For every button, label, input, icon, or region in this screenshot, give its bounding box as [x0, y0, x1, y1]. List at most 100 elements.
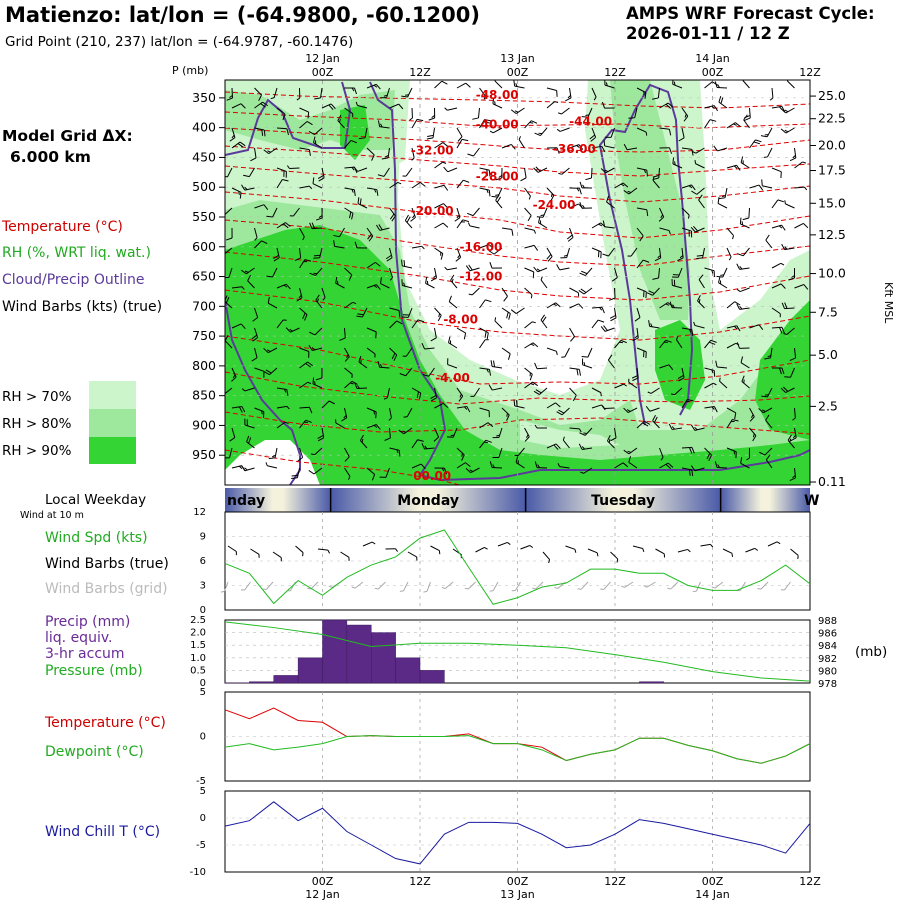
wind-barb — [317, 427, 325, 442]
barb-flag — [221, 214, 225, 215]
temperature-label: -32.00 — [411, 143, 454, 157]
barb-flag — [557, 112, 562, 115]
wind-speed-line — [224, 529, 811, 605]
wind-barb-grid — [643, 581, 656, 588]
barb-flag — [384, 437, 391, 441]
barb-flag — [465, 468, 472, 474]
barb-staff — [636, 127, 647, 133]
barb-flag — [711, 586, 716, 589]
barb-staff — [559, 267, 570, 271]
wind-barb — [614, 383, 628, 389]
wind-barb — [569, 387, 577, 402]
wind-barb — [492, 447, 503, 458]
wind-barb — [231, 286, 245, 290]
barb-staff — [366, 261, 376, 269]
cross-section-border — [224, 79, 811, 486]
barb-flag — [583, 361, 586, 366]
bottom-tick-time: 00Z — [312, 875, 334, 888]
wind-barb — [524, 227, 537, 234]
barb-staff — [267, 347, 278, 354]
wind-barb — [562, 436, 570, 449]
barb-flag — [648, 290, 655, 294]
rh90-area — [225, 225, 810, 485]
barb-staff — [632, 545, 643, 549]
wind-barb — [252, 307, 259, 322]
wind-barb — [366, 227, 374, 242]
barb-staff — [784, 247, 795, 251]
barb-staff — [254, 240, 262, 249]
barb-staff — [434, 247, 444, 254]
barb-staff — [498, 427, 503, 438]
barb-flag — [506, 414, 510, 421]
tick-label: 3 — [200, 581, 206, 592]
barb-flag — [590, 136, 596, 142]
wind-barb — [366, 407, 377, 419]
kft-tick-label: 20.0 — [818, 138, 846, 153]
temperature-label: -8.00 — [443, 312, 478, 326]
barb-staff — [681, 184, 692, 189]
barb-flag — [484, 118, 491, 122]
wind-barb-grid — [464, 581, 476, 590]
barb-flag — [599, 307, 603, 311]
barb-staff — [584, 427, 593, 436]
tick-label: 0 — [200, 678, 206, 689]
barb-flag — [644, 420, 651, 425]
barb-staff — [456, 462, 466, 469]
barb-flag — [318, 177, 325, 182]
barb-flag — [535, 389, 542, 394]
kft-tick-label: 5.0 — [818, 347, 838, 362]
rh80-lower-white — [520, 420, 620, 448]
barb-staff — [704, 447, 712, 456]
barb-staff — [244, 424, 255, 429]
barb-flag — [532, 321, 536, 324]
barb-staff — [411, 182, 421, 189]
barb-staff — [411, 439, 419, 449]
barb-flag — [733, 325, 738, 330]
wind-barb — [781, 243, 795, 251]
barb-staff — [299, 107, 309, 113]
wind-barb — [765, 414, 773, 429]
barb-staff — [590, 167, 593, 179]
barb-staff — [456, 405, 467, 409]
cloud-outline-left-lower — [225, 299, 301, 485]
barb-flag — [315, 217, 323, 221]
barb-flag — [373, 188, 377, 193]
wind-barb — [726, 122, 741, 129]
wind-barb — [582, 358, 593, 369]
chill-panel-frame — [224, 790, 811, 873]
barb-flag — [531, 120, 538, 124]
barb-flag — [307, 381, 312, 385]
wind-barb — [681, 107, 689, 122]
wind-barb — [404, 214, 413, 229]
kft-tick-label: 17.5 — [818, 163, 846, 178]
barb-staff — [636, 87, 647, 93]
rh70-label: RH > 70% — [2, 389, 72, 405]
wind-barb — [623, 187, 638, 195]
barb-staff — [411, 245, 422, 249]
barb-flag — [581, 356, 588, 358]
barb-flag — [404, 214, 409, 221]
temperature-label: -48.00 — [476, 88, 519, 102]
wind-barb — [344, 87, 357, 95]
pressure-tick-label: 400 — [192, 120, 216, 135]
barb-flag — [781, 224, 786, 231]
barb-staff — [456, 207, 461, 218]
barb-staff — [231, 103, 242, 109]
wind-barb — [225, 447, 233, 459]
barb-flag — [496, 196, 501, 203]
barb-staff — [337, 120, 345, 129]
wind-barb — [344, 447, 350, 462]
wind-barb — [636, 167, 648, 177]
barb-staff — [771, 167, 782, 173]
barb-flag — [581, 116, 589, 118]
barb-flag — [406, 216, 411, 223]
wind-barb — [569, 367, 582, 376]
barb-flag — [468, 264, 473, 271]
barb-staff — [272, 551, 282, 559]
barb-staff — [494, 320, 503, 329]
rh80-white-gap — [225, 440, 320, 485]
barb-staff — [314, 447, 323, 456]
barb-flag — [351, 586, 356, 589]
barb-staff — [537, 267, 548, 273]
